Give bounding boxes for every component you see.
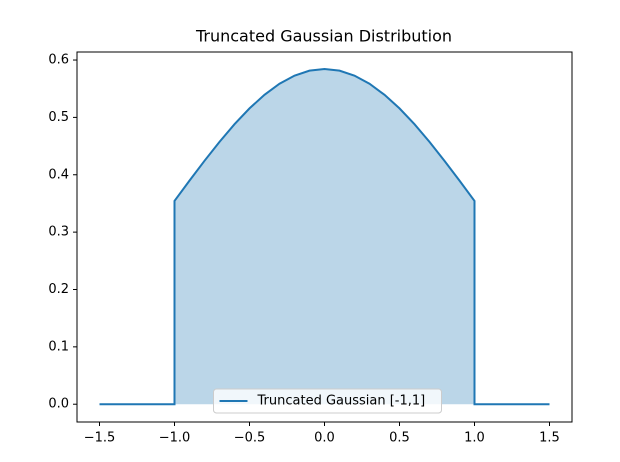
x-tick-label: −1.0 [159,431,191,446]
x-tick-label: −1.5 [84,431,116,446]
legend-box [213,388,442,414]
x-tick-label: −0.5 [234,431,266,446]
y-tick-label: 0.3 [48,225,69,240]
legend-label: Truncated Gaussian [-1,1] [257,394,426,409]
chart-title: Truncated Gaussian Distribution [195,27,452,46]
line [99,67,550,406]
legend: Truncated Gaussian [-1,1] [213,388,442,414]
y-tick-label: 0.6 [48,53,69,68]
x-tick-label: 1.5 [539,431,560,446]
y-tick-label: 0.5 [48,110,69,125]
x-tick-label: 1.0 [464,431,485,446]
y-tick-label: 0.1 [48,339,69,354]
y-tick-label: 0.2 [48,282,69,297]
y-tick-label: 0.4 [48,167,69,182]
y-tick-label: 0.0 [48,397,69,412]
x-tick-label: 0.0 [314,431,335,446]
x-tick-label: 0.5 [389,431,410,446]
area [99,68,550,405]
